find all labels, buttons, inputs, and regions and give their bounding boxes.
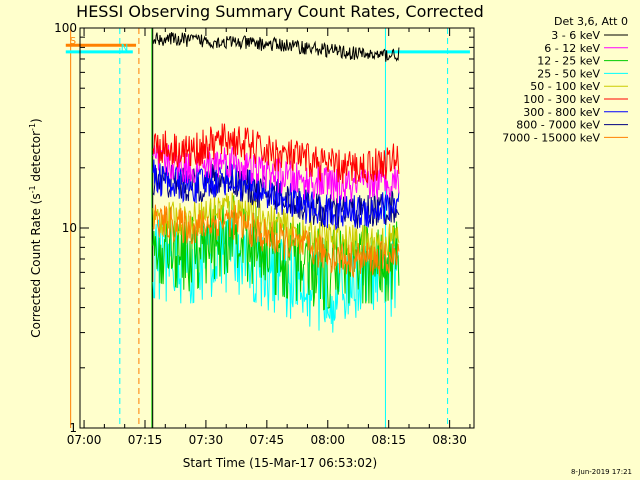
x-tick-label-3: 07:45 xyxy=(250,433,285,447)
footer-timestamp: 8-Jun-2019 17:21 xyxy=(571,468,632,476)
y-axis-label-main: Corrected Count Rate (s xyxy=(29,193,43,337)
series-line-6 xyxy=(152,159,400,231)
legend-label-6: 300 - 800 keV xyxy=(523,106,600,119)
flag-label-N: N xyxy=(121,43,128,54)
series-line-0 xyxy=(152,32,400,62)
legend-label-4: 50 - 100 keV xyxy=(530,80,600,93)
x-tick-label-6: 08:30 xyxy=(432,433,467,447)
legend-label-5: 100 - 300 keV xyxy=(523,93,600,106)
y-tick-label-1: 10 xyxy=(62,221,77,235)
legend-label-8: 7000 - 15000 keV xyxy=(502,131,600,144)
y-axis-label-sup2: -1 xyxy=(28,123,37,131)
series-line-5 xyxy=(152,123,400,184)
x-tick-label-2: 07:30 xyxy=(189,433,224,447)
x-tick-label-0: 07:00 xyxy=(67,433,102,447)
x-tick-label-4: 08:00 xyxy=(310,433,345,447)
legend-label-2: 12 - 25 keV xyxy=(537,55,600,68)
series-lines xyxy=(152,32,400,333)
x-tick-label-5: 08:15 xyxy=(371,433,406,447)
vertical-markers xyxy=(70,28,449,428)
y-axis-label-end: ) xyxy=(29,118,43,123)
flag-label-S: S xyxy=(70,36,76,47)
series-line-8 xyxy=(152,204,400,279)
legend-label-1: 6 - 12 keV xyxy=(544,42,600,55)
y-axis-label-sup1: -1 xyxy=(28,185,37,193)
chart-title: HESSI Observing Summary Count Rates, Cor… xyxy=(76,2,484,21)
x-axis-label: Start Time (15-Mar-17 06:53:02) xyxy=(183,456,377,470)
series-line-1 xyxy=(152,143,400,204)
y-axis-label-mid: detector xyxy=(29,131,43,186)
legend-label-0: 3 - 6 keV xyxy=(551,29,600,42)
legend-header: Det 3,6, Att 0 xyxy=(554,15,628,28)
series-line-2 xyxy=(152,195,400,311)
axes: 07:00 07:15 07:30 07:45 08:00 08:15 08:30 1 10 10… xyxy=(54,21,475,447)
legend-label-3: 25 - 50 keV xyxy=(537,67,600,80)
y-tick-label-0: 1 xyxy=(69,421,77,435)
legend-label-7: 800 - 7000 keV xyxy=(516,119,600,132)
y-axis-label: Corrected Count Rate (s-1 detector-1) xyxy=(28,118,43,337)
x-tick-label-1: 07:15 xyxy=(128,433,163,447)
flag-bars: SN xyxy=(65,36,470,54)
y-tick-label-2: 100 xyxy=(54,21,77,35)
